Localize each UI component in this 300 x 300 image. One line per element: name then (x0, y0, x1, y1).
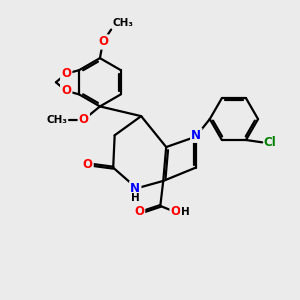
Text: O: O (61, 84, 71, 98)
Text: O: O (134, 205, 144, 218)
Text: O: O (82, 158, 93, 171)
Text: Cl: Cl (264, 136, 276, 149)
Text: O: O (171, 205, 181, 218)
Text: CH₃: CH₃ (112, 18, 134, 28)
Text: H: H (181, 207, 190, 217)
Text: H: H (131, 193, 140, 203)
Text: N: N (191, 129, 201, 142)
Text: O: O (61, 67, 71, 80)
Text: CH₃: CH₃ (46, 115, 68, 125)
Text: O: O (79, 113, 89, 126)
Text: O: O (98, 35, 108, 48)
Text: N: N (130, 182, 140, 195)
